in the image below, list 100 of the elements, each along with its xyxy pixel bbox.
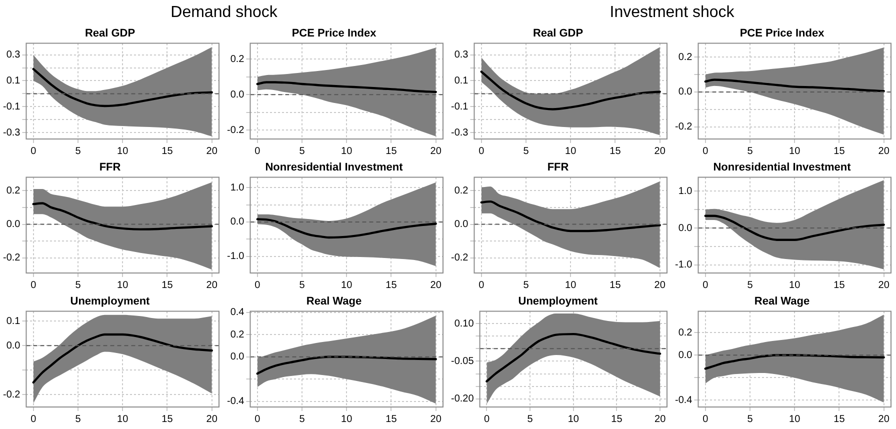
y-tick-label: -0.2 — [226, 124, 245, 136]
x-tick-label: 10 — [565, 146, 577, 157]
x-tick-label: 5 — [299, 414, 306, 425]
chart-title: Real Wage — [754, 296, 810, 308]
y-tick-label: -0.1 — [2, 101, 21, 112]
chart-title: PCE Price Index — [740, 28, 826, 40]
x-tick-label: 10 — [341, 280, 353, 291]
x-tick-label: 0 — [702, 280, 709, 291]
x-tick-label: 0 — [30, 146, 37, 157]
y-tick-label: -0.4 — [226, 396, 245, 408]
x-tick-label: 15 — [162, 280, 174, 291]
y-tick-label: 0.1 — [6, 316, 21, 327]
y-tick-label: 0.2 — [6, 185, 21, 196]
x-tick-label: 15 — [610, 146, 622, 157]
y-tick-label: 0.1 — [6, 75, 21, 86]
y-tick-label: -0.3 — [2, 127, 21, 138]
y-tick-label: 0.1 — [454, 75, 469, 86]
x-tick-label: 20 — [430, 146, 442, 157]
y-tick-label: 0.2 — [230, 329, 245, 340]
x-tick-label: 20 — [878, 146, 890, 157]
y-tick-label: -1.0 — [226, 251, 245, 262]
x-tick-label: 5 — [299, 280, 306, 291]
x-tick-label: 20 — [430, 280, 442, 291]
y-tick-label: 0.0 — [6, 219, 21, 230]
x-tick-label: 0 — [254, 146, 261, 157]
x-tick-label: 5 — [527, 414, 534, 425]
y-tick-label: 1.0 — [230, 182, 245, 194]
chart-title: Nonresidential Investment — [265, 162, 404, 174]
x-tick-label: 0 — [702, 146, 709, 157]
x-tick-label: 20 — [878, 414, 890, 425]
y-tick-label: 0.4 — [230, 307, 245, 318]
y-tick-label: 0.3 — [6, 50, 21, 61]
x-tick-label: 10 — [341, 146, 353, 157]
x-tick-label: 20 — [878, 280, 890, 291]
x-tick-label: 20 — [206, 414, 218, 425]
x-tick-label: 15 — [162, 414, 174, 425]
x-tick-label: 5 — [523, 146, 530, 157]
x-tick-label: 15 — [611, 414, 623, 425]
x-tick-label: 5 — [75, 280, 82, 291]
x-tick-label: 20 — [206, 280, 218, 291]
chart-title: Unemployment — [70, 296, 150, 308]
chart-title: PCE Price Index — [292, 28, 378, 40]
x-tick-label: 0 — [30, 414, 37, 425]
y-tick-label: 0.2 — [678, 52, 693, 63]
x-tick-label: 15 — [834, 146, 846, 157]
x-tick-label: 15 — [386, 414, 398, 425]
x-tick-label: 15 — [610, 280, 622, 291]
y-tick-label: 1.0 — [678, 186, 693, 197]
x-tick-label: 20 — [654, 414, 666, 425]
x-tick-label: 10 — [789, 146, 801, 157]
x-tick-label: 15 — [834, 414, 846, 425]
x-tick-label: 5 — [299, 146, 306, 157]
y-tick-label: 0.0 — [678, 86, 693, 98]
x-tick-label: 10 — [789, 414, 801, 425]
y-tick-label: -0.2 — [674, 122, 693, 133]
y-tick-label: 0.0 — [678, 222, 693, 234]
x-tick-label: 0 — [30, 280, 37, 291]
x-tick-label: 10 — [789, 280, 801, 291]
x-tick-label: 10 — [341, 414, 353, 425]
chart-title: FFR — [547, 162, 569, 174]
y-tick-label: -0.4 — [674, 394, 693, 406]
x-tick-label: 5 — [75, 414, 82, 425]
x-tick-label: 20 — [654, 280, 666, 291]
y-tick-label: 0.0 — [230, 352, 245, 363]
x-tick-label: 0 — [484, 414, 490, 425]
y-tick-label: -0.2 — [2, 252, 21, 264]
y-tick-label: 0.0 — [678, 350, 693, 361]
x-tick-label: 5 — [747, 414, 754, 425]
y-tick-label: 0.0 — [454, 219, 469, 230]
chart-title: Unemployment — [518, 296, 598, 308]
x-tick-label: 0 — [702, 414, 709, 425]
y-tick-label: -0.05 — [450, 356, 474, 367]
y-tick-label: 0.0 — [230, 216, 245, 228]
x-tick-label: 10 — [117, 280, 129, 291]
x-tick-label: 15 — [162, 146, 174, 157]
x-tick-label: 10 — [568, 414, 580, 425]
y-tick-label: 0.2 — [230, 54, 245, 65]
chart-title: Real GDP — [532, 28, 584, 40]
x-tick-label: 5 — [75, 146, 82, 157]
text: Demand shock — [170, 4, 278, 21]
y-tick-label: -0.2 — [450, 252, 469, 264]
chart-title: Real Wage — [306, 296, 362, 308]
y-tick-label: 0.0 — [230, 89, 245, 100]
y-tick-label: -1.0 — [674, 260, 693, 271]
y-tick-label: -0.1 — [450, 101, 469, 112]
x-tick-label: 10 — [565, 280, 577, 291]
y-tick-label: 0.0 — [6, 340, 21, 352]
chart-title: FFR — [99, 162, 121, 174]
x-tick-label: 10 — [117, 414, 129, 425]
x-tick-label: 5 — [523, 280, 530, 291]
x-tick-label: 5 — [747, 146, 754, 157]
x-tick-label: 0 — [478, 280, 485, 291]
x-tick-label: 15 — [386, 146, 398, 157]
y-tick-label: -0.2 — [2, 389, 21, 400]
x-tick-label: 20 — [654, 146, 666, 157]
chart-title: Real GDP — [84, 28, 136, 40]
y-tick-label: 0.2 — [678, 327, 693, 338]
y-tick-label: 0.2 — [454, 185, 469, 196]
x-tick-label: 10 — [117, 146, 129, 157]
x-tick-label: 0 — [478, 146, 485, 157]
